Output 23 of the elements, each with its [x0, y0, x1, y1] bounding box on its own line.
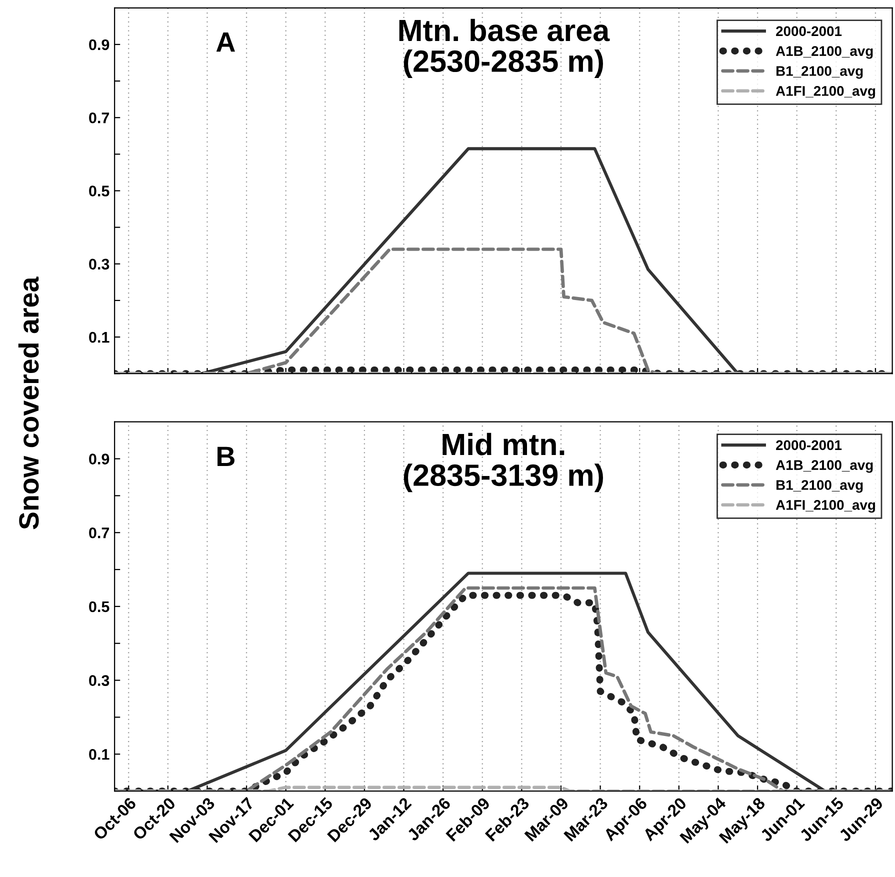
legend-label: B1_2100_avg [776, 66, 863, 79]
legend-label: 2000-2001 [776, 440, 842, 450]
legend-label: A1FI_2100_avg [776, 86, 876, 99]
annotation: A [216, 32, 235, 52]
legend-label: B1_2100_avg [776, 480, 863, 493]
legend-label: A1B_2100_avg [776, 460, 873, 473]
y-tick-label: 0.7 [89, 527, 110, 538]
annotation: B [218, 446, 234, 466]
legend-label: A1FI_2100_avg [776, 500, 876, 513]
text: Mtn. base area (2530-2835 m) [399, 18, 610, 78]
y-tick-label: 0.1 [89, 749, 110, 760]
y-tick-label: 0.5 [89, 601, 110, 612]
y-tick-label: 0.1 [89, 332, 110, 343]
y-tick-label: 0.9 [89, 454, 110, 464]
text: Mid mtn. (2835-3139 m) [404, 432, 603, 492]
y-tick-label: 0.5 [89, 186, 110, 196]
y-axis-title: Snow covered area [18, 276, 39, 530]
legend-label: 2000-2001 [776, 26, 842, 36]
y-tick-label: 0.7 [89, 112, 110, 124]
y-tick-label: 0.9 [89, 39, 110, 50]
legend-label: A1B_2100_avg [776, 46, 873, 59]
y-tick-label: 0.3 [89, 675, 110, 686]
y-tick-label: 0.3 [89, 258, 110, 270]
